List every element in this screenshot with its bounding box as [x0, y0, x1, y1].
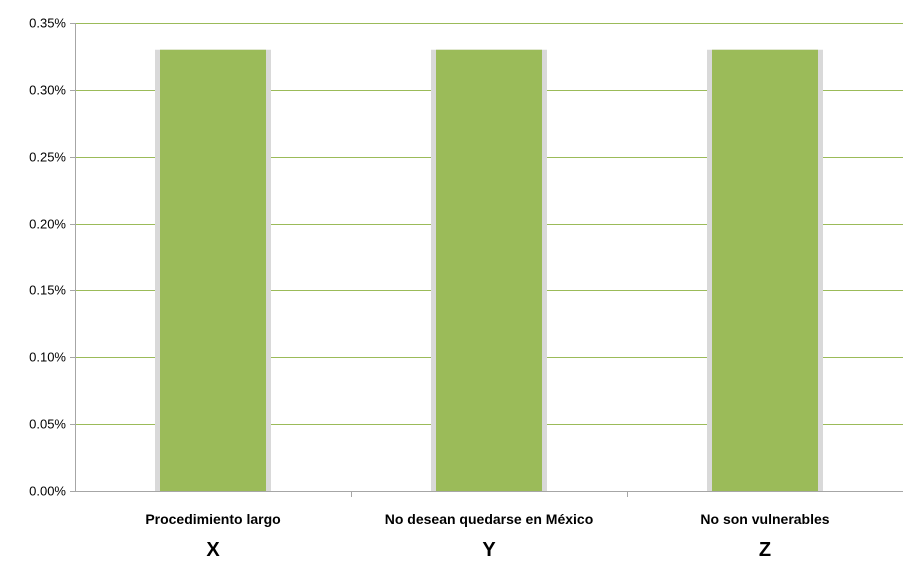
y-tick-label: 0.35%: [29, 16, 66, 31]
bar-1: [160, 49, 266, 491]
y-tick-label: 0.00%: [29, 484, 66, 499]
x-category-label: No desean quedarse en México: [385, 511, 594, 527]
x-category-label: No son vulnerables: [700, 511, 829, 527]
x-category-letter: Y: [482, 539, 496, 561]
x-category-labels: Procedimiento largo X No desean quedarse e…: [145, 511, 829, 561]
y-tick-label: 0.05%: [29, 417, 66, 432]
axes: [70, 23, 903, 497]
x-category-label: Procedimiento largo: [145, 511, 280, 527]
x-category-letter: X: [206, 539, 220, 561]
x-category-letter: Z: [759, 539, 771, 561]
y-tick-label: 0.25%: [29, 150, 66, 165]
bar-3: [712, 49, 818, 491]
y-tick-label: 0.10%: [29, 350, 66, 365]
y-tick-label: 0.30%: [29, 83, 66, 98]
y-tick-labels: 0.00% 0.05% 0.10% 0.15% 0.20% 0.25% 0.30% 0.35%: [29, 16, 66, 499]
bars: [155, 49, 823, 491]
y-tick-label: 0.15%: [29, 283, 66, 298]
bar-2: [436, 49, 542, 491]
y-tick-label: 0.20%: [29, 217, 66, 232]
